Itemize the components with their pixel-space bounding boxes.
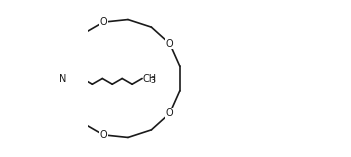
Text: 3: 3 (151, 76, 155, 85)
Text: N: N (59, 73, 66, 84)
Text: O: O (166, 108, 173, 118)
Text: O: O (100, 17, 107, 27)
Text: O: O (100, 130, 107, 140)
Text: CH: CH (143, 73, 157, 84)
Text: O: O (166, 39, 173, 49)
